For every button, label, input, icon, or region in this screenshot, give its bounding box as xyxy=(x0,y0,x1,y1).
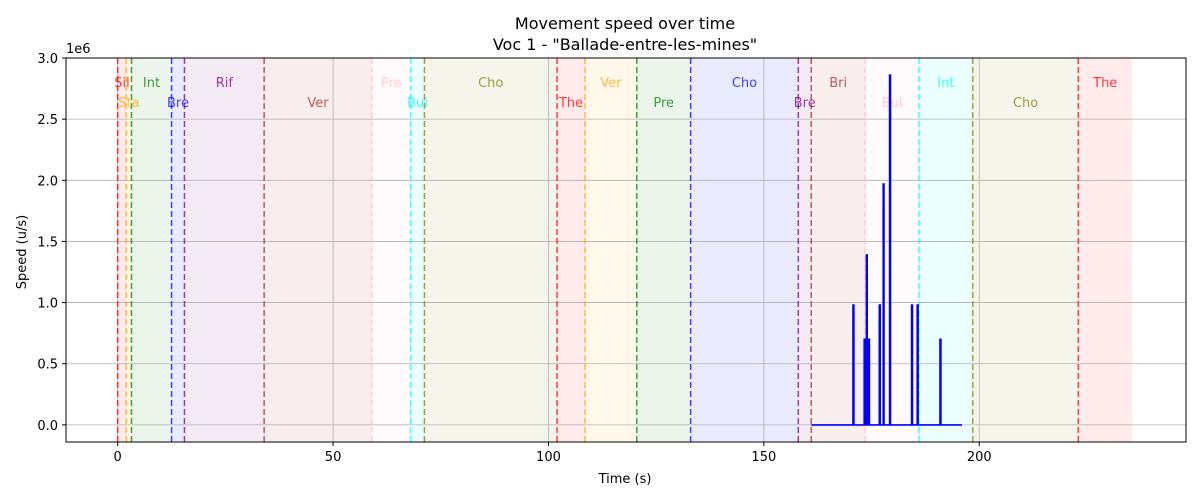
section-band xyxy=(811,58,866,442)
section-label: The xyxy=(1092,76,1117,91)
section-label: Sta xyxy=(118,96,139,111)
section-band xyxy=(1078,58,1133,442)
y-multiplier-label: 1e6 xyxy=(66,42,91,57)
section-band xyxy=(171,58,185,442)
section-band xyxy=(798,58,812,442)
section-label: Bre xyxy=(794,96,816,111)
x-tick-label: 50 xyxy=(325,450,342,465)
section-label: Bui xyxy=(407,96,428,111)
section-label: Pre xyxy=(653,96,674,111)
section-band xyxy=(371,58,411,442)
section-label: Sil xyxy=(114,76,129,91)
y-tick-label: 0.5 xyxy=(37,358,58,373)
section-band xyxy=(636,58,691,442)
chart-subtitle: Voc 1 - "Ballade-entre-les-mines" xyxy=(493,35,757,54)
section-band xyxy=(117,58,127,442)
section-band xyxy=(557,58,586,442)
section-band xyxy=(131,58,172,442)
section-band xyxy=(184,58,265,442)
plot-area: Sil Sta Int Bre Rif Ver Pre Bui Cho The Ver Pre Cho B… xyxy=(37,52,1187,465)
section-label: Rif xyxy=(216,76,234,91)
x-tick-label: 150 xyxy=(751,450,776,465)
y-tick-label: 1.5 xyxy=(37,235,58,250)
section-band xyxy=(126,58,132,442)
section-band xyxy=(690,58,799,442)
x-axis-label: Time (s) xyxy=(598,472,652,487)
section-label: Int xyxy=(937,76,954,91)
section-label: Int xyxy=(143,76,160,91)
speed-series-line xyxy=(811,74,962,426)
section-label: Ver xyxy=(307,96,329,111)
x-tick-label: 200 xyxy=(967,450,992,465)
section-label: Pre xyxy=(381,76,402,91)
section-band xyxy=(972,58,1079,442)
section-band xyxy=(865,58,919,442)
axes-frame xyxy=(65,57,1187,443)
y-tick-label: 0.0 xyxy=(37,419,58,434)
section-band xyxy=(264,58,372,442)
section-label: Bri xyxy=(829,76,847,91)
section-label: Cho xyxy=(478,76,503,91)
section-band xyxy=(424,58,558,442)
y-tick-label: 3.0 xyxy=(37,52,58,67)
x-tick-label: 100 xyxy=(536,450,561,465)
y-tick-label: 2.5 xyxy=(37,113,58,128)
section-band xyxy=(585,58,637,442)
section-label: Bui xyxy=(882,96,903,111)
section-label: Cho xyxy=(732,76,757,91)
y-tick-label: 1.0 xyxy=(37,297,58,312)
y-axis-label: Speed (u/s) xyxy=(15,215,30,289)
section-label: Cho xyxy=(1013,96,1038,111)
chart-title: Movement speed over time xyxy=(515,14,735,33)
section-label: Ver xyxy=(600,76,622,91)
x-tick-label: 0 xyxy=(114,450,122,465)
section-label: Bre xyxy=(167,96,189,111)
section-band xyxy=(918,58,973,442)
y-tick-label: 2.0 xyxy=(37,174,58,189)
section-band xyxy=(410,58,425,442)
section-label: The xyxy=(558,96,583,111)
